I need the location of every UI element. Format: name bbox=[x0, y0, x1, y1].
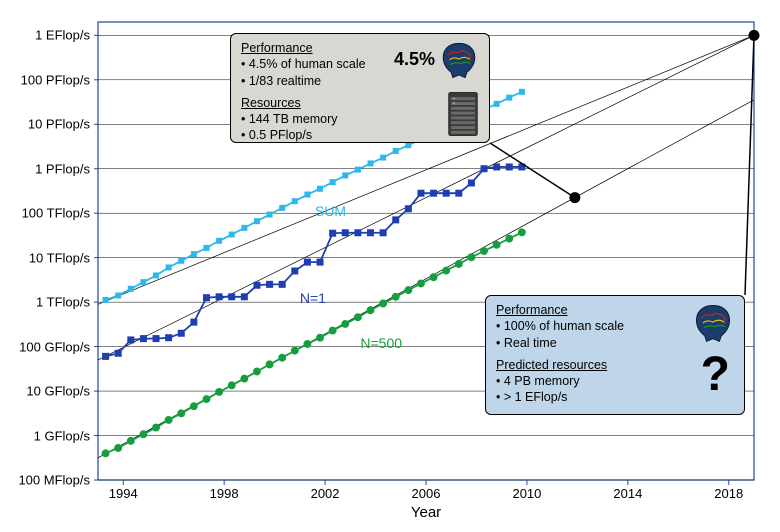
y-tick-label: 100 TFlop/s bbox=[10, 206, 90, 221]
server-icon bbox=[445, 90, 481, 142]
y-tick-label: 10 GFlop/s bbox=[10, 384, 90, 399]
y-tick-label: 100 MFlop/s bbox=[10, 473, 90, 488]
y-tick-label: 1 EFlop/s bbox=[10, 28, 90, 43]
x-tick-label: 2002 bbox=[311, 486, 340, 501]
series-label-N1: N=1 bbox=[300, 290, 326, 306]
brain-icon bbox=[437, 38, 481, 86]
x-tick-label: 2006 bbox=[412, 486, 441, 501]
box1-pct-label: 4.5% bbox=[394, 48, 435, 71]
box1-res-header: Resources bbox=[241, 95, 479, 111]
box1-res-item-0: • 144 TB memory bbox=[241, 111, 479, 127]
y-tick-label: 100 PFlop/s bbox=[10, 72, 90, 87]
x-tick-label: 2010 bbox=[512, 486, 541, 501]
y-tick-label: 1 PFlop/s bbox=[10, 161, 90, 176]
x-axis-label: Year bbox=[411, 504, 441, 521]
y-tick-label: 100 GFlop/s bbox=[10, 339, 90, 354]
y-tick-label: 10 TFlop/s bbox=[10, 250, 90, 265]
question-mark-icon: ? bbox=[701, 344, 730, 406]
annotation-box-current: Performance • 4.5% of human scale • 1/83… bbox=[230, 33, 490, 143]
box2-res-header: Predicted resources bbox=[496, 357, 734, 373]
y-tick-label: 1 GFlop/s bbox=[10, 428, 90, 443]
box2-res-item-0: • 4 PB memory bbox=[496, 373, 734, 389]
y-tick-label: 10 PFlop/s bbox=[10, 117, 90, 132]
series-label-SUM: SUM bbox=[315, 203, 346, 219]
brain-icon bbox=[690, 300, 736, 350]
x-tick-label: 1998 bbox=[210, 486, 239, 501]
x-tick-label: 1994 bbox=[109, 486, 138, 501]
box2-res-item-1: • > 1 EFlop/s bbox=[496, 389, 734, 405]
supercomputing-chart: Performance • 4.5% of human scale • 1/83… bbox=[0, 0, 780, 532]
y-tick-label: 1 TFlop/s bbox=[10, 295, 90, 310]
x-tick-label: 2018 bbox=[714, 486, 743, 501]
series-label-N500: N=500 bbox=[360, 335, 402, 351]
box1-res-item-1: • 0.5 PFlop/s bbox=[241, 127, 479, 143]
annotation-box-prediction: Performance • 100% of human scale • Real… bbox=[485, 295, 745, 415]
x-tick-label: 2014 bbox=[613, 486, 642, 501]
